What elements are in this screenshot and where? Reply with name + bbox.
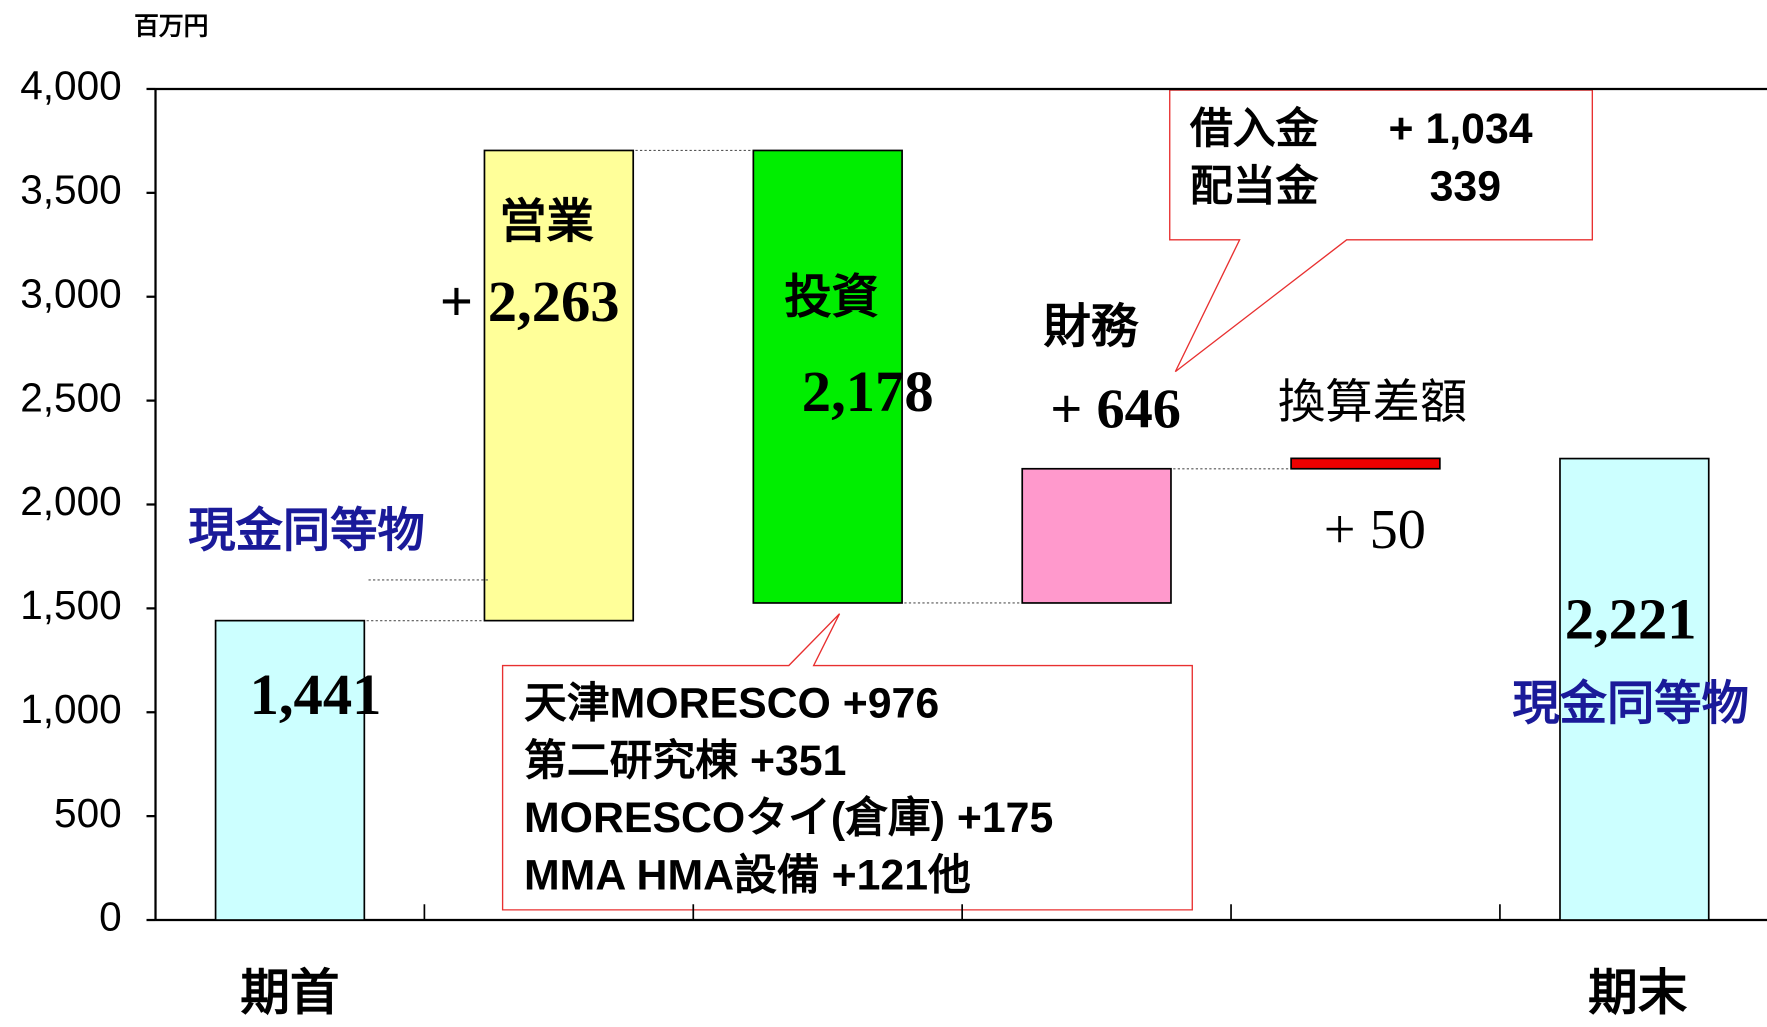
bar <box>1290 457 1441 470</box>
data-label: 2,221 <box>1565 586 1697 651</box>
bar <box>1559 457 1710 921</box>
bar-name: 財務 <box>1044 300 1139 353</box>
data-label: + 50 <box>1324 499 1426 561</box>
callout-line: MORESCOタイ(倉庫) +175 <box>524 794 1053 842</box>
total-label: 現金同等物 <box>188 504 425 557</box>
bar <box>483 149 635 622</box>
callout-line: 第二研究棟 +351 <box>524 737 846 785</box>
callout-value: 339 <box>1430 163 1501 211</box>
bar-name: 投資 <box>784 271 879 324</box>
unit-label: 百万円 <box>134 14 208 41</box>
callout-line: MMA HMA設備 +121他 <box>524 852 971 900</box>
y-tick-label: 3,500 <box>20 167 122 213</box>
bar <box>1021 467 1172 604</box>
x-tick-label: 期首 <box>240 965 339 1021</box>
data-label: + 646 <box>1050 378 1181 440</box>
bar <box>214 619 366 921</box>
bar-name: 換算差額 <box>1278 376 1467 429</box>
callout-line: 天津MORESCO +976 <box>524 679 939 727</box>
data-label: + 2,263 <box>440 269 620 334</box>
callout-value: + 1,034 <box>1389 105 1533 153</box>
bar <box>752 149 903 604</box>
data-label: 1,441 <box>250 662 382 727</box>
callout-item: 借入金 <box>1189 104 1319 153</box>
y-tick-label: 2,000 <box>20 478 122 524</box>
y-tick-label: 2,500 <box>20 374 122 420</box>
data-label: 2,178 <box>802 359 934 424</box>
y-tick-label: 1,000 <box>20 686 122 732</box>
y-tick-label: 4,000 <box>20 63 122 109</box>
x-tick-label: 期末 <box>1588 965 1688 1021</box>
bar-name: 営業 <box>499 196 594 249</box>
y-tick-label: 1,500 <box>20 582 122 628</box>
total-label: 現金同等物 <box>1512 678 1749 731</box>
y-tick-label: 500 <box>54 790 122 836</box>
callout-item: 配当金 <box>1190 162 1319 211</box>
y-tick-label: 3,000 <box>20 270 122 316</box>
callout-box <box>1169 89 1594 373</box>
y-tick-label: 0 <box>99 894 122 940</box>
callout-box <box>501 613 1193 911</box>
